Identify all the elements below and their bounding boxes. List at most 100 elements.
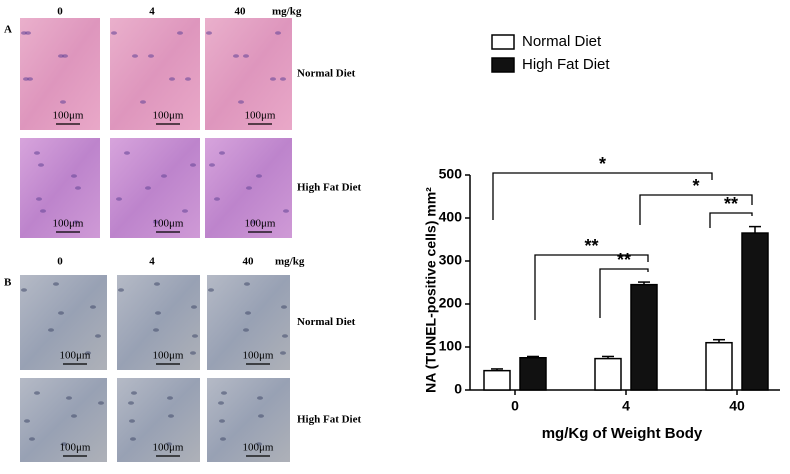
nucleus [251, 220, 257, 224]
nucleus [243, 328, 249, 332]
bar [630, 283, 658, 391]
nucleus [132, 54, 138, 58]
nucleus [153, 220, 159, 224]
micrograph [205, 18, 292, 130]
nucleus [191, 305, 197, 309]
unit-label: mg/kg [272, 6, 302, 18]
scale-label: 100μm [153, 350, 184, 362]
column-label: 40 [235, 6, 247, 18]
nucleus [282, 334, 288, 338]
nucleus [75, 186, 81, 190]
nucleus [206, 31, 212, 35]
nucleus [218, 401, 224, 405]
nucleus [155, 311, 161, 315]
nucleus [208, 288, 214, 292]
scale-label: 100μm [243, 442, 274, 454]
y-tick-label: 200 [439, 295, 463, 311]
column-label: 40 [243, 256, 255, 268]
nucleus [185, 77, 191, 81]
nucleus [36, 197, 42, 201]
x-tick-label: 4 [622, 398, 630, 414]
significance-bracket [639, 194, 753, 225]
row-label: High Fat Diet [297, 182, 361, 194]
nucleus [243, 54, 249, 58]
nucleus [140, 100, 146, 104]
nucleus [169, 77, 175, 81]
nucleus [283, 209, 289, 213]
row-label: High Fat Diet [297, 414, 361, 426]
nucleus [244, 282, 250, 286]
scale-label: 100μm [243, 350, 274, 362]
y-tick-label: 100 [439, 338, 463, 354]
nucleus [154, 282, 160, 286]
y-tick-label: 0 [454, 381, 462, 397]
significance-label: * [692, 176, 699, 196]
x-tick-label: 40 [729, 398, 745, 414]
nucleus [130, 437, 136, 441]
nucleus [24, 419, 30, 423]
scale-label: 100μm [153, 442, 184, 454]
nucleus [25, 31, 31, 35]
micrograph [20, 18, 100, 130]
nucleus [258, 414, 264, 418]
x-tick-label: 0 [511, 398, 519, 414]
unit-label: mg/kg [275, 256, 305, 268]
bar [705, 341, 733, 391]
x-axis-label: mg/Kg of Weight Body [542, 425, 703, 442]
panel-label: B [4, 277, 12, 289]
nucleus [73, 220, 79, 224]
nucleus [71, 414, 77, 418]
bar-chart: 0 100 200 300 400 500 0 4 40 Normal Diet High Fat … [423, 33, 780, 442]
column-label: 0 [57, 256, 63, 268]
scale-label: 100μm [60, 442, 91, 454]
nucleus [182, 209, 188, 213]
nucleus [38, 163, 44, 167]
nucleus [245, 311, 251, 315]
nucleus [118, 288, 124, 292]
nucleus [53, 282, 59, 286]
micrograph [207, 275, 290, 370]
significance-label: ** [724, 194, 738, 214]
nucleus [220, 437, 226, 441]
significance-label: ** [584, 236, 598, 256]
nucleus [129, 419, 135, 423]
nucleus [34, 151, 40, 155]
scale-label: 100μm [245, 218, 276, 230]
nucleus [219, 151, 225, 155]
legend-label: High Fat Diet [522, 56, 610, 73]
nucleus [153, 328, 159, 332]
scale-label: 100μm [153, 110, 184, 122]
nucleus [280, 351, 286, 355]
nucleus [192, 334, 198, 338]
panel-label: A [4, 24, 12, 36]
nucleus [111, 31, 117, 35]
nucleus [275, 31, 281, 35]
nucleus [34, 391, 40, 395]
micrograph [117, 275, 200, 370]
nucleus [166, 442, 172, 446]
micrograph [20, 138, 100, 238]
nucleus [161, 174, 167, 178]
significance-bracket [492, 172, 713, 220]
nucleus [219, 419, 225, 423]
nucleus [116, 197, 122, 201]
nucleus [167, 396, 173, 400]
nucleus [128, 401, 134, 405]
micrograph [20, 378, 107, 462]
nucleus [270, 77, 276, 81]
nucleus [233, 54, 239, 58]
significance-bracket [599, 268, 649, 318]
y-tick-label: 400 [439, 209, 463, 225]
nucleus [177, 31, 183, 35]
legend-label: Normal Diet [522, 33, 602, 50]
column-label: 4 [149, 256, 155, 268]
legend-swatch [491, 34, 515, 50]
bar [483, 369, 511, 391]
nucleus [61, 442, 67, 446]
nucleus [256, 442, 262, 446]
bar [594, 357, 622, 391]
y-tick-label: 300 [439, 252, 463, 268]
bar [519, 357, 547, 391]
row-label: Normal Diet [297, 68, 356, 80]
